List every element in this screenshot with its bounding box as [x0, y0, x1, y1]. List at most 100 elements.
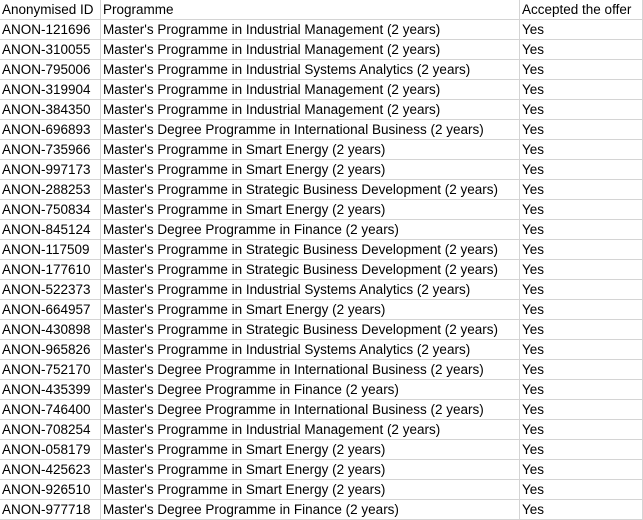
accepted-cell[interactable]: Yes — [520, 480, 643, 500]
programme-cell[interactable]: Master's Programme in Strategic Business… — [101, 320, 520, 340]
programme-cell[interactable]: Master's Degree Programme in Finance (2 … — [101, 220, 520, 240]
accepted-cell[interactable]: Yes — [520, 280, 643, 300]
programme-cell[interactable]: Master's Programme in Industrial Managem… — [101, 80, 520, 100]
accepted-cell[interactable]: Yes — [520, 120, 643, 140]
accepted-cell[interactable]: Yes — [520, 240, 643, 260]
id-cell[interactable]: ANON-310055 — [0, 40, 101, 60]
programme-cell[interactable]: Master's Degree Programme in Internation… — [101, 120, 520, 140]
programme-cell[interactable]: Master's Programme in Strategic Business… — [101, 260, 520, 280]
id-cell[interactable]: ANON-708254 — [0, 420, 101, 440]
programme-cell[interactable]: Master's Programme in Industrial Managem… — [101, 40, 520, 60]
id-cell[interactable]: ANON-058179 — [0, 440, 101, 460]
id-cell[interactable]: ANON-977718 — [0, 500, 101, 520]
id-cell[interactable]: ANON-845124 — [0, 220, 101, 240]
programme-cell[interactable]: Master's Degree Programme in Finance (2 … — [101, 500, 520, 520]
programme-cell[interactable]: Master's Programme in Smart Energy (2 ye… — [101, 440, 520, 460]
id-cell[interactable]: ANON-117509 — [0, 240, 101, 260]
table-row: ANON-117509 Master's Programme in Strateg… — [0, 240, 643, 260]
id-cell[interactable]: ANON-177610 — [0, 260, 101, 280]
table-row: ANON-058179 Master's Programme in Smart E… — [0, 440, 643, 460]
table-row: ANON-746400 Master's Degree Programme in … — [0, 400, 643, 420]
id-cell[interactable]: ANON-926510 — [0, 480, 101, 500]
table-row: ANON-319904 Master's Programme in Industr… — [0, 80, 643, 100]
accepted-cell[interactable]: Yes — [520, 380, 643, 400]
programme-cell[interactable]: Master's Programme in Industrial Systems… — [101, 60, 520, 80]
programme-cell[interactable]: Master's Programme in Smart Energy (2 ye… — [101, 480, 520, 500]
id-cell[interactable]: ANON-735966 — [0, 140, 101, 160]
header-cell-id[interactable]: Anonymised ID — [0, 0, 101, 20]
programme-cell[interactable]: Master's Programme in Smart Energy (2 ye… — [101, 300, 520, 320]
programme-cell[interactable]: Master's Programme in Strategic Business… — [101, 240, 520, 260]
accepted-cell[interactable]: Yes — [520, 400, 643, 420]
id-cell[interactable]: ANON-319904 — [0, 80, 101, 100]
programme-cell[interactable]: Master's Programme in Industrial Managem… — [101, 20, 520, 40]
programme-cell[interactable]: Master's Programme in Industrial Systems… — [101, 280, 520, 300]
table-row: ANON-288253 Master's Programme in Strateg… — [0, 180, 643, 200]
accepted-cell[interactable]: Yes — [520, 80, 643, 100]
programme-cell[interactable]: Master's Programme in Smart Energy (2 ye… — [101, 200, 520, 220]
accepted-cell[interactable]: Yes — [520, 20, 643, 40]
table-row: ANON-735966 Master's Programme in Smart E… — [0, 140, 643, 160]
table-row: ANON-926510 Master's Programme in Smart E… — [0, 480, 643, 500]
table-row: ANON-997173 Master's Programme in Smart E… — [0, 160, 643, 180]
table-row: ANON-425623 Master's Programme in Smart E… — [0, 460, 643, 480]
id-cell[interactable]: ANON-384350 — [0, 100, 101, 120]
accepted-cell[interactable]: Yes — [520, 220, 643, 240]
id-cell[interactable]: ANON-288253 — [0, 180, 101, 200]
id-cell[interactable]: ANON-425623 — [0, 460, 101, 480]
accepted-cell[interactable]: Yes — [520, 260, 643, 280]
id-cell[interactable]: ANON-696893 — [0, 120, 101, 140]
table-row: ANON-384350 Master's Programme in Industr… — [0, 100, 643, 120]
accepted-cell[interactable]: Yes — [520, 180, 643, 200]
programme-cell[interactable]: Master's Programme in Smart Energy (2 ye… — [101, 160, 520, 180]
accepted-cell[interactable]: Yes — [520, 60, 643, 80]
table-row: ANON-435399 Master's Degree Programme in … — [0, 380, 643, 400]
header-cell-programme[interactable]: Programme — [101, 0, 520, 20]
table-row: ANON-664957 Master's Programme in Smart E… — [0, 300, 643, 320]
programme-cell[interactable]: Master's Programme in Smart Energy (2 ye… — [101, 460, 520, 480]
table-row: ANON-430898 Master's Programme in Strateg… — [0, 320, 643, 340]
accepted-cell[interactable]: Yes — [520, 460, 643, 480]
table-row: ANON-177610 Master's Programme in Strateg… — [0, 260, 643, 280]
table-row: ANON-965826 Master's Programme in Industr… — [0, 340, 643, 360]
accepted-cell[interactable]: Yes — [520, 420, 643, 440]
programme-cell[interactable]: Master's Programme in Industrial Systems… — [101, 340, 520, 360]
id-cell[interactable]: ANON-752170 — [0, 360, 101, 380]
id-cell[interactable]: ANON-746400 — [0, 400, 101, 420]
accepted-cell[interactable]: Yes — [520, 100, 643, 120]
table-row: ANON-977718 Master's Degree Programme in … — [0, 500, 643, 520]
programme-cell[interactable]: Master's Degree Programme in Internation… — [101, 400, 520, 420]
accepted-cell[interactable]: Yes — [520, 500, 643, 520]
id-cell[interactable]: ANON-965826 — [0, 340, 101, 360]
table-row: ANON-708254 Master's Programme in Industr… — [0, 420, 643, 440]
accepted-cell[interactable]: Yes — [520, 140, 643, 160]
table-row: ANON-310055 Master's Programme in Industr… — [0, 40, 643, 60]
accepted-cell[interactable]: Yes — [520, 360, 643, 380]
id-cell[interactable]: ANON-121696 — [0, 20, 101, 40]
header-cell-accepted[interactable]: Accepted the offer — [520, 0, 643, 20]
accepted-cell[interactable]: Yes — [520, 40, 643, 60]
programme-cell[interactable]: Master's Programme in Smart Energy (2 ye… — [101, 140, 520, 160]
table-row: ANON-845124 Master's Degree Programme in … — [0, 220, 643, 240]
id-cell[interactable]: ANON-795006 — [0, 60, 101, 80]
programme-cell[interactable]: Master's Programme in Industrial Managem… — [101, 420, 520, 440]
id-cell[interactable]: ANON-750834 — [0, 200, 101, 220]
accepted-cell[interactable]: Yes — [520, 340, 643, 360]
table-row: ANON-795006 Master's Programme in Industr… — [0, 60, 643, 80]
id-cell[interactable]: ANON-664957 — [0, 300, 101, 320]
table-row: ANON-752170 Master's Degree Programme in … — [0, 360, 643, 380]
id-cell[interactable]: ANON-522373 — [0, 280, 101, 300]
programme-cell[interactable]: Master's Programme in Strategic Business… — [101, 180, 520, 200]
programme-cell[interactable]: Master's Programme in Industrial Managem… — [101, 100, 520, 120]
accepted-cell[interactable]: Yes — [520, 200, 643, 220]
accepted-cell[interactable]: Yes — [520, 320, 643, 340]
programme-cell[interactable]: Master's Degree Programme in Internation… — [101, 360, 520, 380]
id-cell[interactable]: ANON-430898 — [0, 320, 101, 340]
accepted-cell[interactable]: Yes — [520, 440, 643, 460]
header-row: Anonymised ID Programme Accepted the off… — [0, 0, 643, 20]
programme-cell[interactable]: Master's Degree Programme in Finance (2 … — [101, 380, 520, 400]
accepted-cell[interactable]: Yes — [520, 300, 643, 320]
id-cell[interactable]: ANON-997173 — [0, 160, 101, 180]
accepted-cell[interactable]: Yes — [520, 160, 643, 180]
id-cell[interactable]: ANON-435399 — [0, 380, 101, 400]
